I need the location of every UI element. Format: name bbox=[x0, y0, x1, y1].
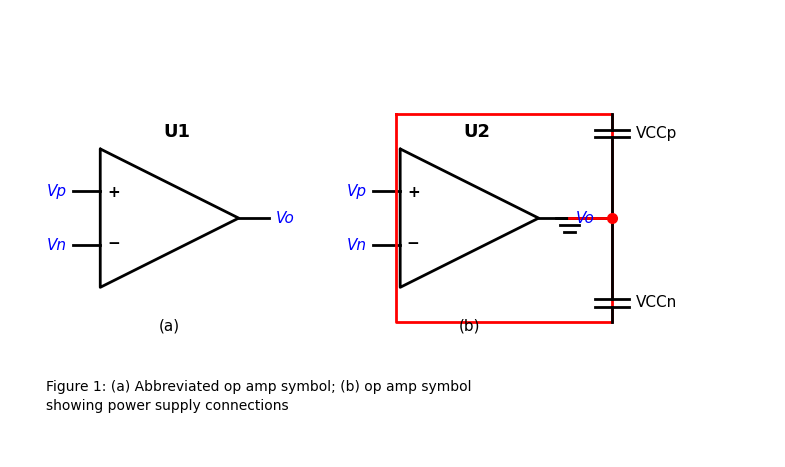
Text: VCCn: VCCn bbox=[637, 295, 677, 310]
Text: +: + bbox=[107, 185, 119, 200]
Text: Figure 1: (a) Abbreviated op amp symbol; (b) op amp symbol
showing power supply : Figure 1: (a) Abbreviated op amp symbol;… bbox=[46, 380, 472, 413]
Text: −: − bbox=[407, 236, 420, 251]
Text: Vn: Vn bbox=[347, 238, 367, 253]
Text: (b): (b) bbox=[458, 318, 480, 333]
Text: Vo: Vo bbox=[575, 211, 594, 226]
Text: U2: U2 bbox=[464, 123, 491, 141]
Text: U1: U1 bbox=[163, 123, 191, 141]
Text: (a): (a) bbox=[159, 318, 180, 333]
Text: Vn: Vn bbox=[47, 238, 68, 253]
Text: VCCp: VCCp bbox=[637, 126, 677, 141]
Text: +: + bbox=[407, 185, 420, 200]
Text: Vo: Vo bbox=[276, 211, 294, 226]
Text: Vp: Vp bbox=[347, 184, 367, 198]
Text: −: − bbox=[107, 236, 119, 251]
Text: Vp: Vp bbox=[47, 184, 68, 198]
